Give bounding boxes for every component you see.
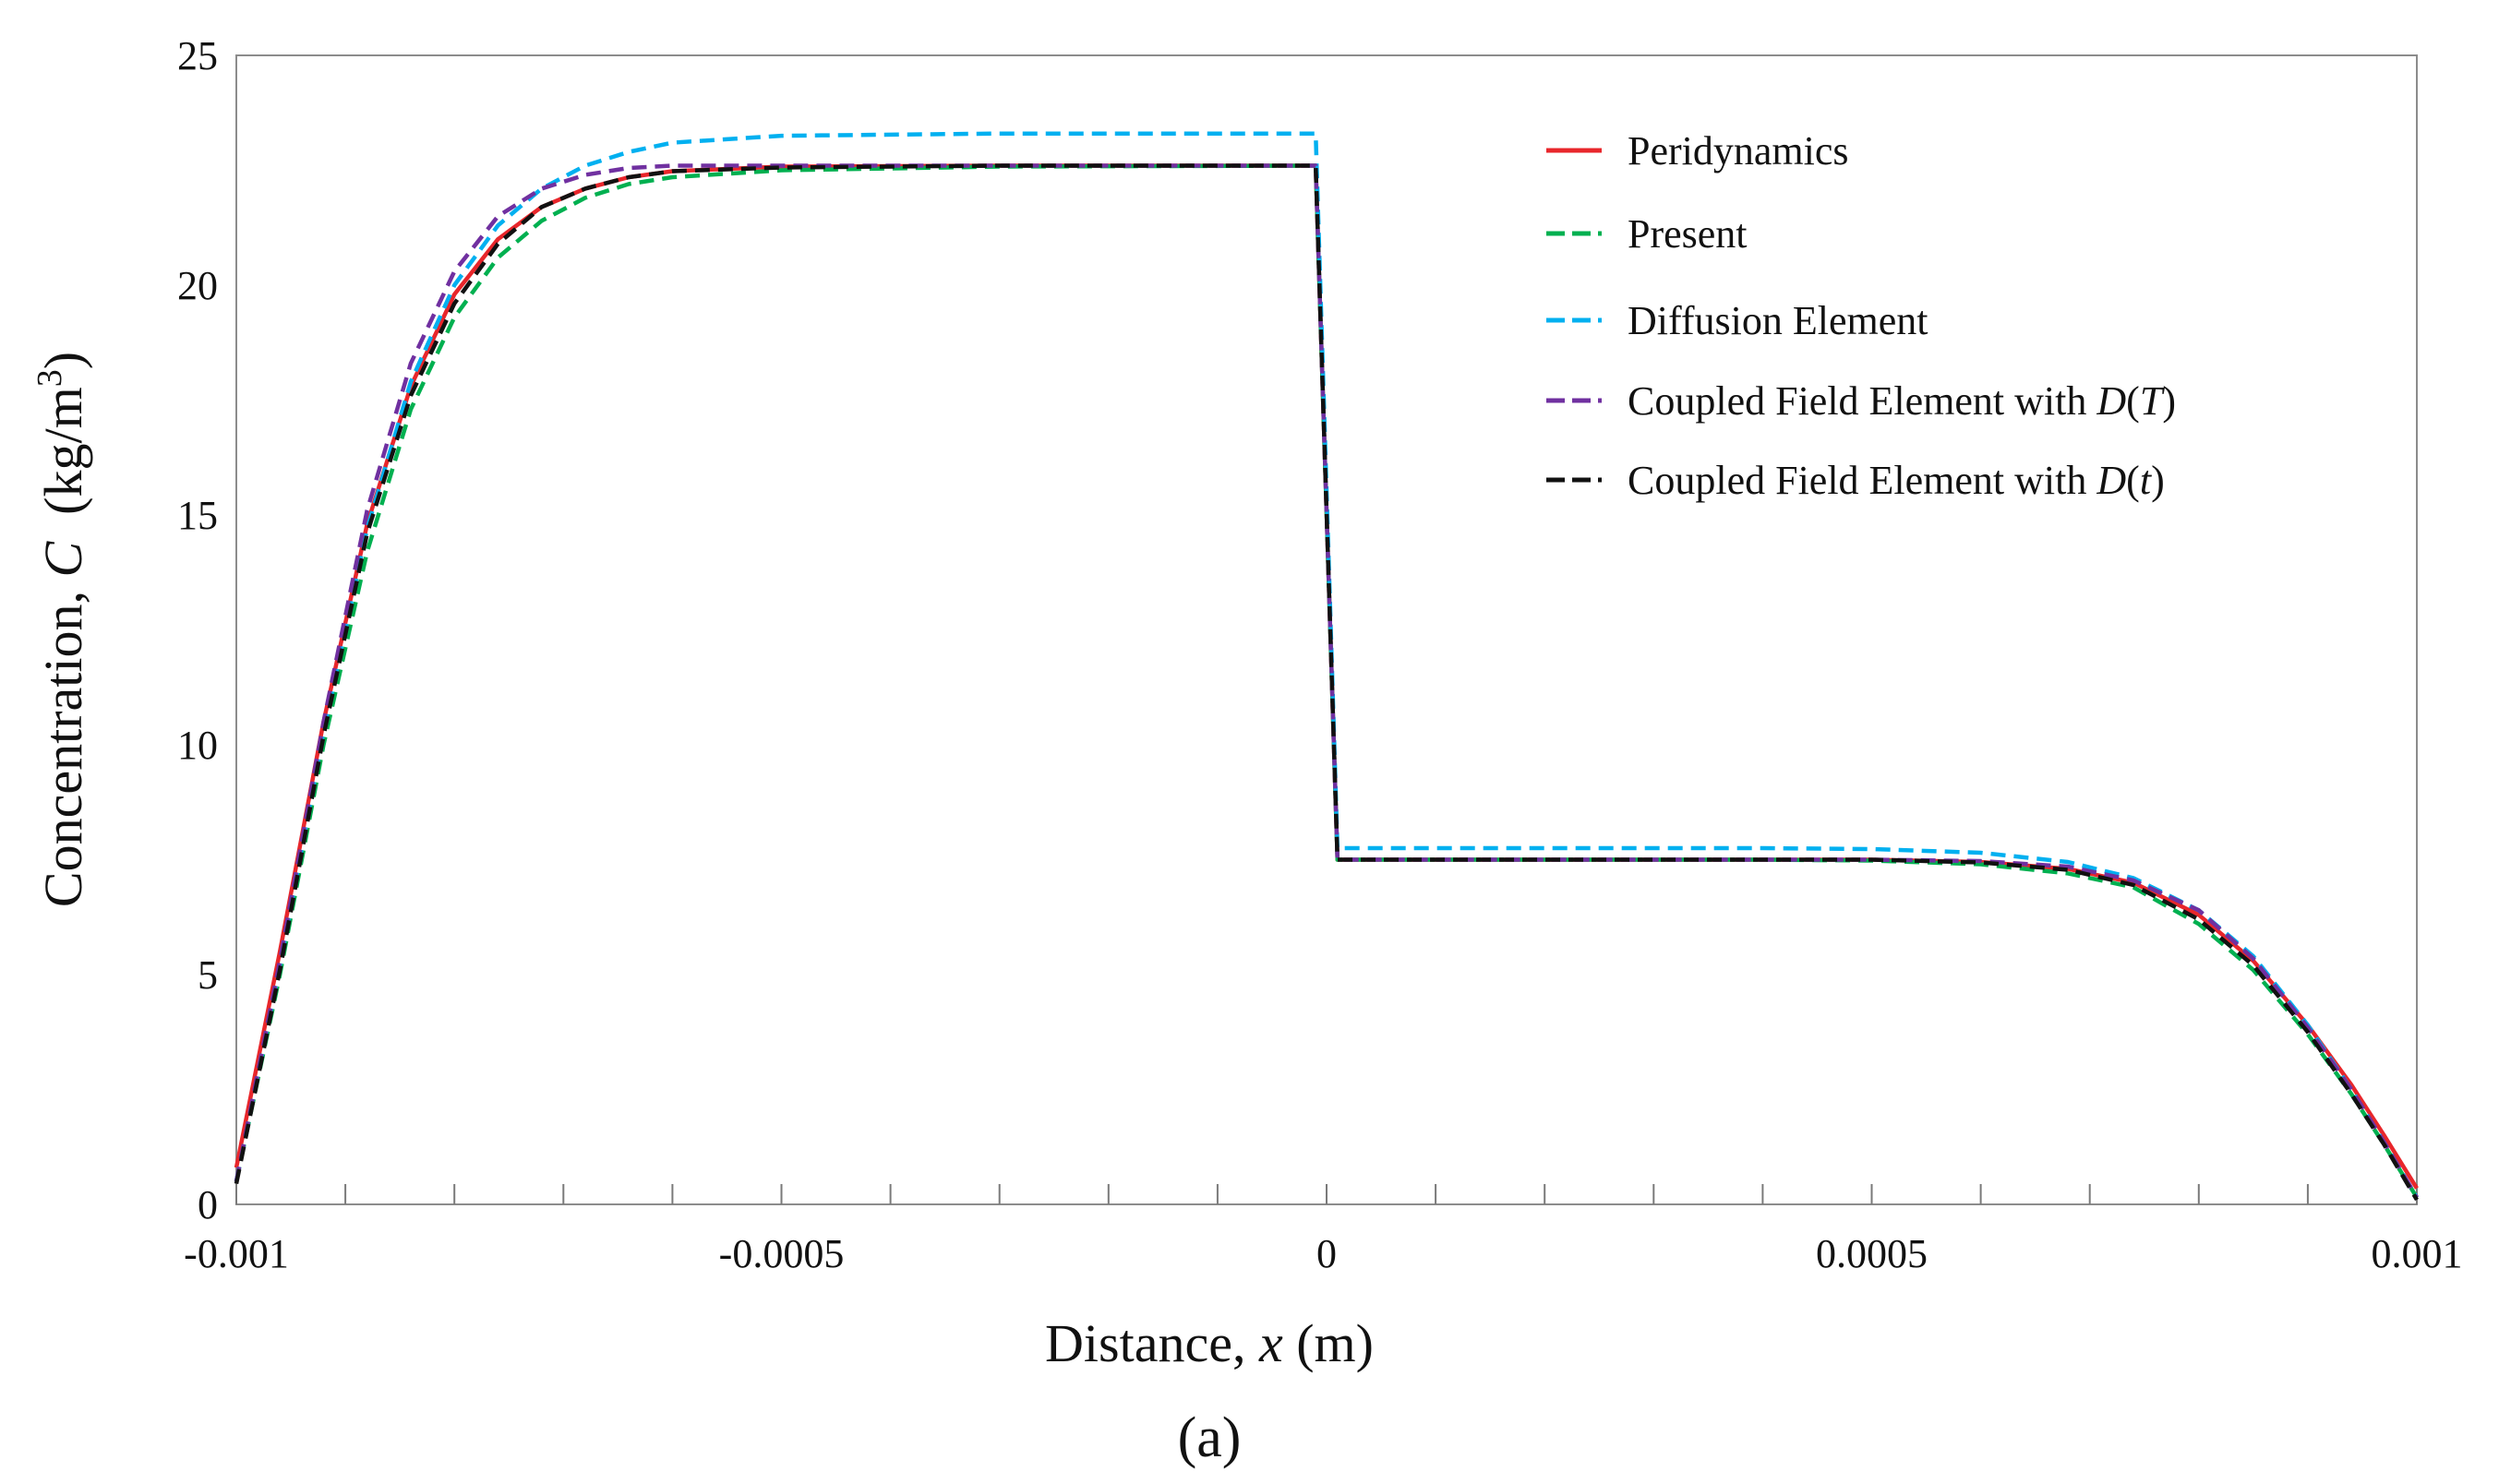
panel-label: (a)	[1178, 1406, 1242, 1469]
series-line-1	[234, 163, 2419, 1190]
x-tick-label: -0.001	[184, 1231, 289, 1276]
series-line-5	[234, 163, 2419, 1202]
x-axis-title-var: x	[1258, 1313, 1283, 1373]
y-axis-title-prefix: Concentration,	[33, 577, 93, 907]
y-tick-label: 0	[198, 1182, 218, 1227]
series-line-4	[234, 163, 2419, 1199]
y-tick-label: 20	[177, 263, 218, 308]
legend-label-4: Coupled Field Element with D(T)	[1628, 378, 2176, 424]
y-axis-title-var: C	[33, 540, 93, 577]
x-tick-label: 0.001	[2372, 1231, 2463, 1276]
series-line-3	[234, 131, 2419, 1199]
series-layer	[234, 131, 2419, 1202]
legend-label-5: Coupled Field Element with D(t)	[1628, 458, 2165, 503]
plot-frame	[235, 54, 2418, 1205]
x-axis-title-prefix: Distance,	[1045, 1313, 1259, 1373]
y-axis-title: Concentration, C (kg/m3)	[30, 352, 93, 907]
y-tick-label: 10	[177, 723, 218, 768]
x-tick-label: -0.0005	[719, 1231, 845, 1276]
y-axis-title-sup: 3	[30, 369, 69, 387]
x-tick-labels: -0.001 -0.0005 0 0.0005 0.001	[184, 1231, 2462, 1276]
series-line-2	[234, 163, 2419, 1199]
y-axis-title-close: )	[33, 352, 93, 369]
legend: Peridynamics Present Diffusion Element Coup…	[1546, 128, 2176, 503]
legend-label-1: Peridynamics	[1628, 128, 1849, 174]
x-minor-ticks	[235, 1184, 2418, 1204]
x-axis-title: Distance, x (m)	[1045, 1313, 1374, 1373]
y-tick-label: 25	[177, 33, 218, 78]
legend-label-2: Present	[1628, 211, 1748, 257]
legend-label-3: Diffusion Element	[1628, 298, 1928, 343]
x-tick-label: 0.0005	[1816, 1231, 1928, 1276]
y-axis-title-unit: (kg/m	[33, 387, 93, 542]
y-tick-label: 15	[177, 493, 218, 538]
y-tick-labels: 0 5 10 15 20 25	[177, 33, 218, 1227]
y-tick-label: 5	[198, 952, 218, 998]
x-tick-label: 0	[1316, 1231, 1337, 1276]
x-axis-title-suffix: (m)	[1283, 1313, 1374, 1373]
